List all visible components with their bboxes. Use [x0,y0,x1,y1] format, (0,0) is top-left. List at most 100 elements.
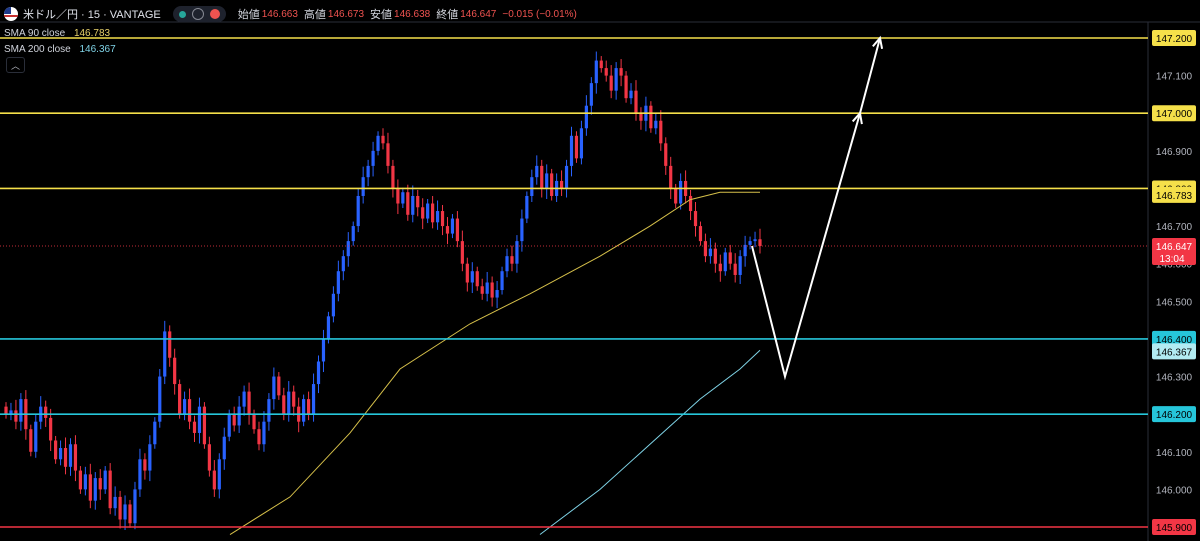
candle-body [440,211,445,227]
candle-body [688,195,693,212]
candle-body [406,192,410,215]
candle-body [401,192,405,204]
candle-body [19,399,23,422]
candle-body [49,417,53,441]
sell-button-icon[interactable] [209,9,220,19]
usd-jpy-flag-icon [4,7,18,21]
level-tag-bg [1152,30,1196,46]
candle-body [326,316,331,339]
candle-body [624,75,628,99]
high-label: 高値 [303,9,326,21]
candle-body [202,406,207,445]
candle-body [356,195,360,227]
candle-body [559,180,564,189]
candle-body [604,68,608,76]
candle-body [366,165,370,178]
candle-body [584,105,588,129]
candle-body [178,384,182,415]
collapse-legend-button[interactable]: ︿ [6,57,25,73]
candle-body [579,128,584,159]
candle-body [679,180,683,204]
candle-body [431,203,435,223]
level-tag-label: 145.900 [1156,523,1193,534]
market-status-pill[interactable] [172,6,226,22]
candle-body [460,241,464,264]
candle-body [222,436,226,460]
candle-body [331,293,335,317]
candle-body [743,244,747,257]
candle-body [416,195,420,208]
sma200-legend[interactable]: SMA 200 close 146.367 [4,44,116,55]
close-value: 146.647 [460,8,497,20]
candle-body [217,459,221,490]
candle-body [614,68,618,91]
chevron-up-icon: ︿ [10,60,20,71]
candle-body [14,410,18,422]
candle-body [659,120,663,144]
candle-body [386,143,390,166]
candle-body [445,226,450,234]
candle-body [336,271,340,294]
candle-body [520,218,524,242]
candle-body [475,271,479,287]
candle-body [540,165,544,189]
symbol-title[interactable]: 米ドル／円 · 15 · VANTAGE [23,9,161,21]
candle-body [758,239,762,247]
candle-body [227,414,231,437]
low-value: 146.638 [394,8,431,20]
candle-body [465,263,469,283]
chart-header: 米ドル／円 · 15 · VANTAGE 始値 146.663 高値 146.6… [4,5,583,23]
sma200-name: SMA 200 close [4,44,71,55]
candle-body [267,399,271,422]
candle-body [138,459,142,490]
candle-body [674,188,678,204]
candle-body [212,470,216,490]
candle-body [257,429,261,445]
candle-body [133,489,137,524]
candle-body [153,421,157,445]
candle-body [485,282,489,294]
candle-body [505,256,509,272]
candle-body [277,376,281,396]
candle-body [490,282,494,298]
sma90-legend[interactable]: SMA 90 close 146.783 [4,28,110,39]
candle-body [629,90,633,99]
candle-body [564,165,569,189]
candle-body [88,474,92,501]
y-tick-label: 146.000 [1156,485,1193,496]
candle-body [58,448,63,460]
candle-body [148,444,152,471]
candle-body [232,414,236,426]
candle-body [500,271,504,291]
close-label: 終値 [436,9,459,21]
candle-body [728,252,732,264]
open-value: 146.663 [261,8,298,20]
sma90-name: SMA 90 close [4,28,66,39]
candle-body [535,165,539,178]
candle-body [237,406,241,426]
high-value: 146.673 [327,8,365,20]
candle-body [68,444,73,467]
candle-body [748,241,752,245]
y-tick-label: 146.100 [1156,448,1193,459]
sma-tag-bg [1152,343,1196,360]
candle-body [381,135,385,144]
level-tag-bg [1152,105,1196,122]
candle-body [738,256,742,275]
open-label: 始値 [237,9,260,21]
candle-body [287,391,291,415]
candle-body [113,496,117,509]
candle-body [753,239,757,242]
level-tag-label: 147.200 [1156,34,1193,45]
candle-body [510,256,514,264]
candle-body [98,478,102,490]
candle-body [599,60,603,69]
candle-body [525,195,529,219]
candle-body [143,459,147,471]
sma90-value: 146.783 [73,28,111,39]
candle-body [361,177,365,196]
candle-body [292,391,296,407]
candle-body [664,143,668,166]
candle-body [698,226,703,242]
